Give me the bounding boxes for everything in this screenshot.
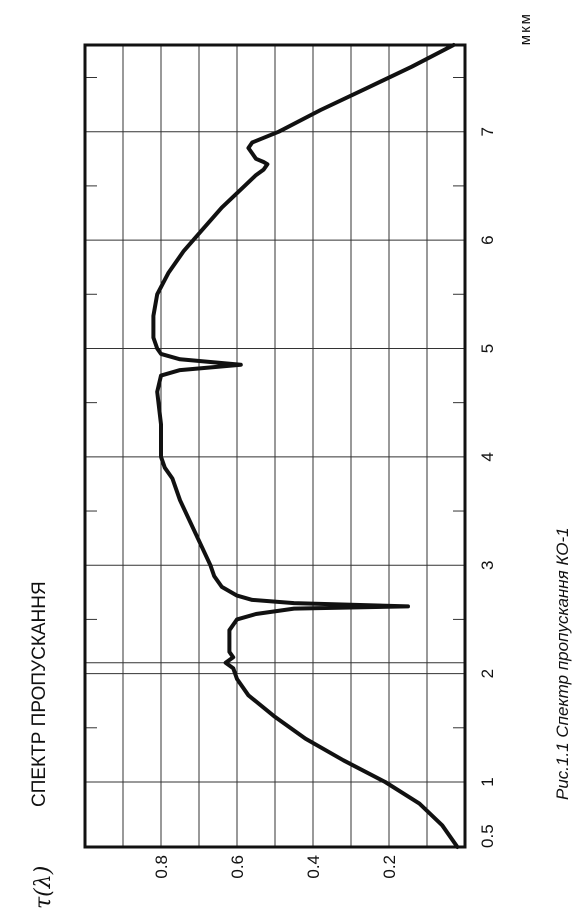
x-tick-label: 2 — [478, 669, 497, 678]
chart-title: СПЕКТР ПРОПУСКАННЯ — [29, 581, 50, 807]
figure-caption: Рис.1.1 Спектр пропускання КО-1 — [553, 527, 572, 800]
x-tick-label: 6 — [478, 235, 497, 244]
transmission-curve — [151, 43, 460, 849]
x-tick-label: 1 — [478, 777, 497, 786]
rotated-plot: 0.5 1 2 3 4 5 6 7 0.2 0.4 0.6 0.8 СПЕКТР ПРОПУСКАННЯ… — [29, 12, 534, 909]
x-tick-label: 3 — [478, 560, 497, 569]
grid-lines — [84, 45, 465, 847]
x-tick-label: 0.5 — [478, 824, 497, 848]
y-tick-label: 0.8 — [152, 855, 171, 879]
plot-frame — [83, 43, 467, 849]
x-axis-unit: мкм — [517, 12, 534, 45]
x-tick-label: 7 — [478, 127, 497, 136]
y-tick-label: 0.2 — [380, 855, 399, 879]
y-axis-label: τ(λ) — [31, 866, 56, 909]
y-tick-label: 0.6 — [228, 855, 247, 879]
x-tick-label: 5 — [478, 344, 497, 353]
y-tick-label: 0.4 — [304, 855, 323, 879]
x-tick-label: 4 — [478, 452, 497, 461]
